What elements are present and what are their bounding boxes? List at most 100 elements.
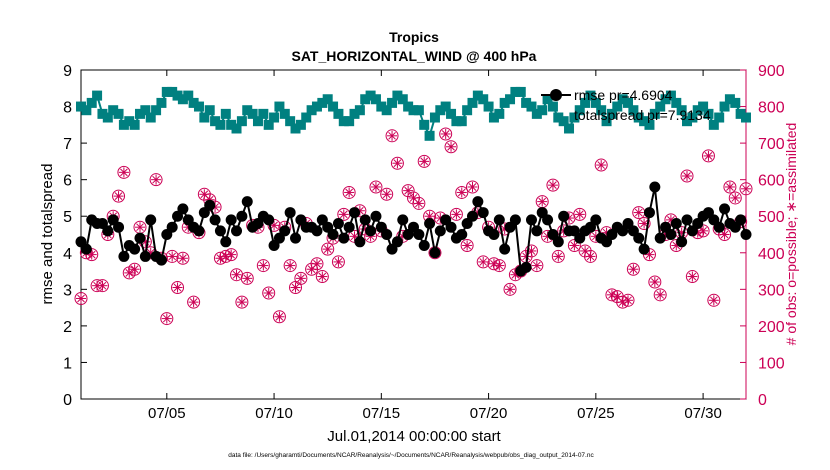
obs-possible-point bbox=[594, 158, 608, 172]
obs-assimilated-point bbox=[687, 271, 698, 282]
x-tick-label: 07/25 bbox=[577, 405, 615, 422]
obs-assimilated-point bbox=[569, 240, 580, 251]
rmse-point bbox=[145, 214, 157, 226]
y2-tick-label: 900 bbox=[758, 63, 785, 80]
totalspread-point bbox=[714, 112, 725, 123]
totalspread-point bbox=[440, 101, 451, 112]
rmse-point bbox=[236, 210, 248, 222]
totalspread-point bbox=[349, 108, 360, 119]
totalspread-point bbox=[365, 90, 376, 101]
rmse-point bbox=[424, 218, 436, 230]
totalspread-point bbox=[311, 101, 322, 112]
totalspread-point bbox=[134, 108, 145, 119]
totalspread-point bbox=[269, 112, 280, 123]
rmse-point bbox=[311, 225, 323, 237]
obs-possible-point bbox=[551, 249, 565, 263]
rmse-point bbox=[279, 225, 291, 237]
legend: rmse pr=4.6904 totalspread pr=7.9134 bbox=[541, 87, 711, 123]
totalspread-point bbox=[494, 108, 505, 119]
totalspread-point bbox=[429, 112, 440, 123]
totalspread-point bbox=[649, 108, 660, 119]
totalspread-point bbox=[354, 105, 365, 116]
rmse-point bbox=[558, 210, 570, 222]
totalspread-point bbox=[376, 101, 387, 112]
totalspread-point bbox=[724, 94, 735, 105]
totalspread-point bbox=[290, 123, 301, 134]
obs-assimilated-point bbox=[505, 284, 516, 295]
rmse-point bbox=[354, 236, 366, 248]
totalspread-point bbox=[499, 97, 510, 108]
totalspread-point bbox=[328, 101, 339, 112]
rmse-point bbox=[209, 214, 221, 226]
totalspread-point bbox=[698, 101, 709, 112]
rmse-point bbox=[740, 229, 752, 240]
rmse-point bbox=[633, 232, 645, 244]
rmse-point bbox=[681, 214, 693, 226]
totalspread-point bbox=[81, 105, 92, 116]
totalspread-point bbox=[730, 97, 741, 108]
obs-assimilated-point bbox=[413, 198, 424, 209]
rmse-point bbox=[102, 225, 114, 237]
totalspread-point bbox=[580, 97, 591, 108]
totalspread-point bbox=[435, 105, 446, 116]
legend-rmse-marker bbox=[550, 89, 562, 101]
y-tick-label: 7 bbox=[63, 136, 72, 153]
obs-assimilated-point bbox=[236, 297, 247, 308]
obs-assimilated-point bbox=[730, 192, 741, 203]
totalspread-point bbox=[242, 105, 253, 116]
totalspread-point bbox=[574, 105, 585, 116]
rmse-point bbox=[214, 225, 226, 237]
totalspread-point bbox=[446, 108, 457, 119]
totalspread-point bbox=[542, 94, 553, 105]
totalspread-point bbox=[124, 116, 135, 127]
obs-possible-point bbox=[492, 259, 506, 273]
obs-assimilated-point bbox=[596, 160, 607, 171]
obs-assimilated-point bbox=[161, 313, 172, 324]
totalspread-point bbox=[682, 116, 693, 127]
obs-possible-point bbox=[637, 217, 651, 231]
legend-totalspread-label: totalspread pr=7.9134 bbox=[574, 107, 711, 123]
y-tick-label: 9 bbox=[63, 63, 72, 80]
totalspread-point bbox=[660, 94, 671, 105]
y-axis-label: rmse and totalspread bbox=[39, 164, 56, 305]
totalspread-point bbox=[370, 94, 381, 105]
obs-possible-point bbox=[262, 286, 276, 300]
obs-possible-point bbox=[219, 249, 233, 263]
y-tick-label: 3 bbox=[63, 282, 72, 299]
rmse-point bbox=[349, 207, 361, 219]
totalspread-point bbox=[252, 116, 263, 127]
totalspread-point bbox=[403, 101, 414, 112]
obs-assimilated-point bbox=[446, 141, 457, 152]
totalspread-point bbox=[505, 94, 516, 105]
obs-possible-point bbox=[444, 140, 458, 154]
obs-assimilated-point bbox=[719, 229, 730, 240]
totalspread-point bbox=[226, 119, 237, 130]
y2-axis-label: # of obs: o=possible; ∗=assimilated bbox=[783, 123, 799, 346]
y2-tick-label: 600 bbox=[758, 173, 785, 190]
totalspread-point bbox=[671, 97, 682, 108]
obs-possible-point bbox=[385, 129, 399, 143]
rmse-point bbox=[531, 225, 543, 237]
totalspread-point bbox=[210, 116, 221, 127]
totalspread-point bbox=[703, 108, 714, 119]
totalspread-point bbox=[108, 105, 119, 116]
totalspread-point bbox=[76, 101, 86, 112]
obs-possible-point bbox=[524, 244, 538, 258]
totalspread-point bbox=[193, 101, 204, 112]
totalspread-point bbox=[317, 97, 328, 108]
totalspread-point bbox=[665, 90, 676, 101]
rmse-point bbox=[719, 203, 731, 215]
obs-possible-point bbox=[321, 242, 335, 256]
rmse-point bbox=[332, 218, 344, 230]
rmse-point bbox=[231, 225, 243, 237]
obs-possible-point bbox=[224, 248, 238, 262]
obs-possible-point bbox=[315, 270, 329, 284]
x-tick-label: 07/20 bbox=[470, 405, 508, 422]
obs-assimilated-point bbox=[741, 183, 751, 194]
obs-assimilated-point bbox=[311, 258, 322, 269]
obs-assimilated-point bbox=[531, 260, 542, 271]
rmse-point bbox=[434, 225, 446, 237]
totalspread-point bbox=[381, 105, 392, 116]
obs-possible-point bbox=[187, 295, 201, 309]
